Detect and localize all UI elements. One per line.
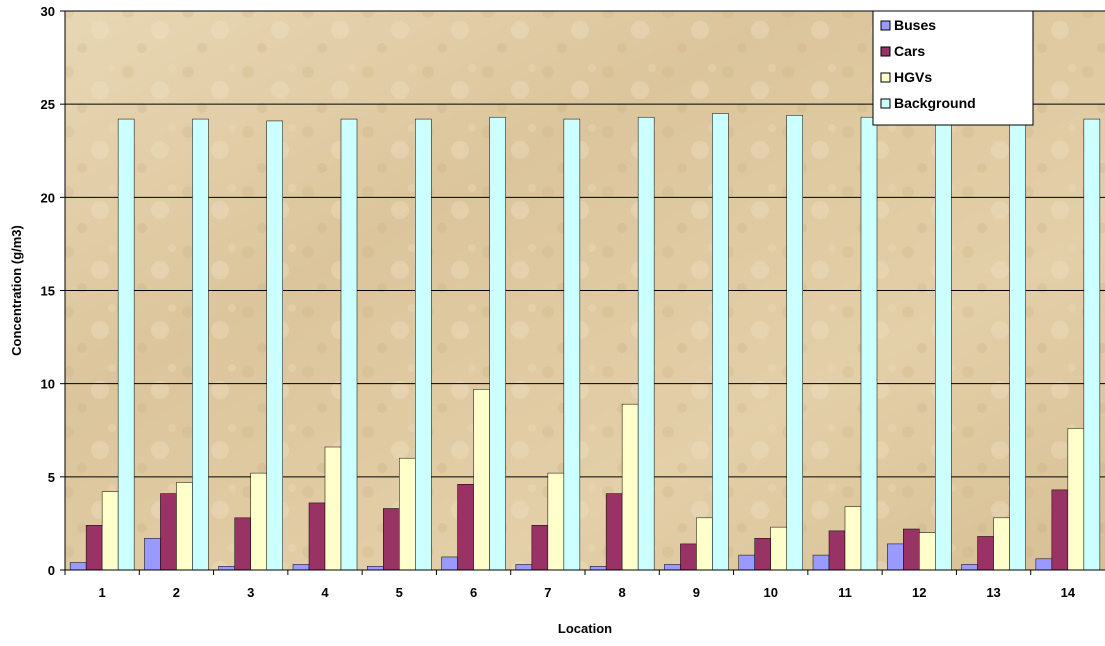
- bar-background-4: [340, 118, 358, 571]
- bar-hgvs-6: [473, 389, 490, 571]
- bar-hgvs-12: [919, 532, 936, 571]
- y-tick-label: 0: [48, 563, 55, 578]
- x-tick-label: 2: [173, 585, 180, 600]
- bar-hgvs-10: [770, 526, 787, 571]
- y-tick-label: 25: [41, 97, 55, 112]
- bar-cars-6: [457, 484, 474, 571]
- bar-buses-13: [961, 564, 978, 571]
- x-tick-label: 9: [693, 585, 700, 600]
- bar-cars-9: [680, 543, 697, 571]
- x-tick-label: 13: [986, 585, 1000, 600]
- x-tick-label: 8: [619, 585, 626, 600]
- x-tick-label: 11: [838, 585, 852, 600]
- bar-hgvs-11: [844, 506, 862, 571]
- legend-swatch-buses: [880, 20, 891, 31]
- bar-hgvs-1: [101, 491, 119, 571]
- y-axis-label: Concentration (g/m3): [9, 225, 24, 356]
- bar-background-6: [489, 116, 506, 571]
- bar-background-10: [786, 115, 803, 571]
- bar-cars-1: [85, 525, 103, 571]
- bar-buses-12: [887, 543, 904, 571]
- bar-hgvs-2: [176, 482, 193, 571]
- x-tick-label: 4: [321, 585, 329, 600]
- bar-background-14: [1083, 118, 1101, 571]
- bar-hgvs-4: [324, 446, 342, 571]
- bar-cars-4: [308, 502, 326, 571]
- legend-label-buses: Buses: [894, 17, 936, 33]
- x-tick-label: 1: [99, 585, 106, 600]
- bar-cars-3: [234, 517, 251, 571]
- x-tick-label: 10: [763, 585, 777, 600]
- x-axis-label: Location: [558, 621, 612, 636]
- bar-buses-1: [69, 562, 87, 571]
- bar-buses-4: [292, 564, 310, 571]
- bar-hgvs-14: [1067, 428, 1085, 571]
- y-tick-label: 30: [41, 4, 55, 19]
- bar-background-13: [1009, 115, 1026, 571]
- bar-cars-5: [383, 508, 400, 571]
- bar-cars-8: [605, 493, 623, 571]
- legend-swatch-background: [880, 98, 891, 109]
- y-tick-label: 10: [41, 377, 55, 392]
- bar-cars-7: [531, 525, 549, 571]
- y-tick-label: 20: [41, 190, 55, 205]
- legend-box: [872, 10, 1034, 126]
- legend-swatch-hgvs: [880, 72, 891, 83]
- bar-hgvs-9: [696, 517, 713, 571]
- bar-background-1: [117, 118, 135, 571]
- bar-buses-9: [664, 564, 681, 571]
- x-tick-label: 14: [1061, 585, 1076, 600]
- x-tick-label: 3: [247, 585, 254, 600]
- bar-hgvs-3: [250, 472, 267, 571]
- legend-swatch-cars: [880, 46, 891, 57]
- bar-background-9: [712, 113, 729, 571]
- bar-cars-14: [1051, 489, 1069, 571]
- legend: Buses Cars HGVs Background: [872, 10, 1034, 126]
- legend-label-background: Background: [894, 95, 976, 111]
- bar-buses-8: [589, 566, 607, 571]
- x-tick-label: 12: [912, 585, 926, 600]
- x-tick-label: 7: [544, 585, 551, 600]
- x-tick-label: 6: [470, 585, 477, 600]
- bar-buses-2: [144, 538, 161, 571]
- bar-background-3: [266, 120, 283, 571]
- y-tick-label: 15: [41, 284, 55, 299]
- bar-cars-10: [754, 538, 771, 571]
- x-tick-label: 5: [396, 585, 403, 600]
- bar-hgvs-7: [547, 472, 565, 571]
- bar-buses-7: [515, 564, 533, 571]
- bar-background-5: [415, 118, 432, 571]
- bar-background-8: [637, 116, 655, 571]
- bar-cars-12: [903, 528, 920, 571]
- legend-label-hgvs: HGVs: [894, 69, 932, 85]
- bar-hgvs-8: [621, 403, 639, 571]
- bar-buses-5: [367, 566, 384, 571]
- bar-background-12: [935, 118, 952, 571]
- bar-buses-14: [1035, 558, 1053, 571]
- bar-cars-2: [160, 493, 177, 571]
- bar-buses-3: [218, 566, 235, 571]
- bar-buses-11: [812, 554, 830, 571]
- bar-hgvs-13: [993, 517, 1010, 571]
- y-tick-label: 5: [48, 470, 55, 485]
- bar-hgvs-5: [399, 457, 416, 571]
- bars: [69, 113, 1101, 571]
- bar-background-7: [563, 118, 581, 571]
- bar-buses-10: [738, 554, 755, 571]
- bar-cars-11: [828, 530, 846, 571]
- bar-background-11: [860, 116, 878, 571]
- bar-background-2: [192, 118, 209, 571]
- legend-label-cars: Cars: [894, 43, 925, 59]
- bar-cars-13: [977, 536, 994, 571]
- bar-buses-6: [441, 556, 458, 571]
